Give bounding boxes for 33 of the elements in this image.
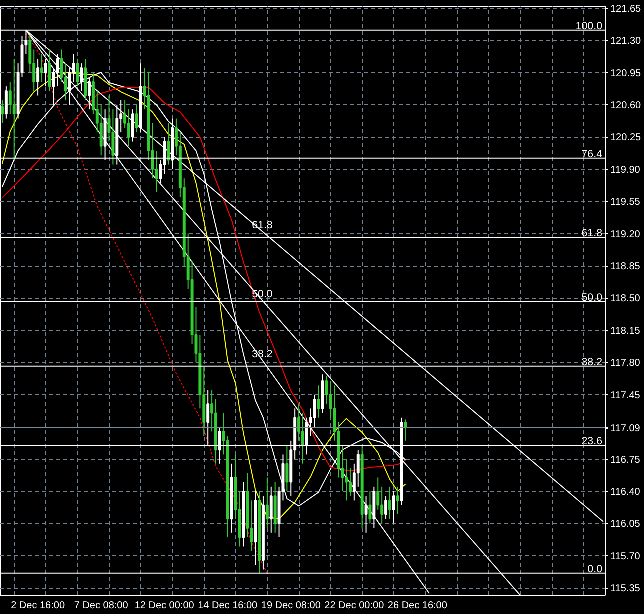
- annotation: 61.8: [582, 228, 603, 240]
- annotation: 100.0: [576, 20, 603, 32]
- annotation: 23.6: [582, 435, 603, 448]
- x-tick-label: 7 Dec 08:00: [74, 600, 129, 612]
- y-tick-label: 118.85: [610, 262, 641, 273]
- annotation: 50.0: [582, 292, 603, 304]
- annotation: 38.2: [582, 356, 603, 368]
- y-tick-label: 119.90: [610, 164, 641, 176]
- x-tick-label: 26 Dec 16:00: [388, 600, 448, 612]
- x-tick-label: 19 Dec 08:00: [261, 600, 322, 612]
- y-tick-label: 121.65: [610, 4, 642, 15]
- y-tick-label: 115.35: [610, 584, 641, 595]
- x-tick-label: 2 Dec 16:00: [11, 600, 66, 612]
- y-tick-label: 120.25: [610, 132, 642, 144]
- x-tick-label: 14 Dec 16:00: [198, 600, 258, 612]
- y-tick-label: 119.55: [610, 197, 641, 208]
- x-tick-label: 12 Dec 00:00: [134, 600, 195, 612]
- y-tick-label: 119.20: [610, 229, 641, 240]
- y-tick-label: 121.30: [610, 36, 642, 48]
- y-tick-label: 117.45: [610, 390, 641, 402]
- y-tick-label: 116.75: [610, 454, 641, 466]
- y-tick-label: 120.95: [610, 68, 642, 80]
- ref-line-label: 117.09: [610, 424, 641, 435]
- y-tick-label: 118.50: [610, 294, 641, 305]
- annotation: 76.4: [582, 148, 603, 160]
- y-tick-label: 118.15: [610, 326, 641, 337]
- y-tick-label: 120.60: [610, 100, 642, 112]
- y-tick-label: 115.70: [610, 551, 641, 562]
- y-tick-label: 116.40: [610, 487, 641, 498]
- x-tick-label: 22 Dec 00:00: [324, 600, 385, 612]
- annotation: 0.0: [588, 563, 603, 576]
- y-tick-label: 117.80: [610, 358, 641, 370]
- y-tick-label: 116.05: [610, 519, 641, 530]
